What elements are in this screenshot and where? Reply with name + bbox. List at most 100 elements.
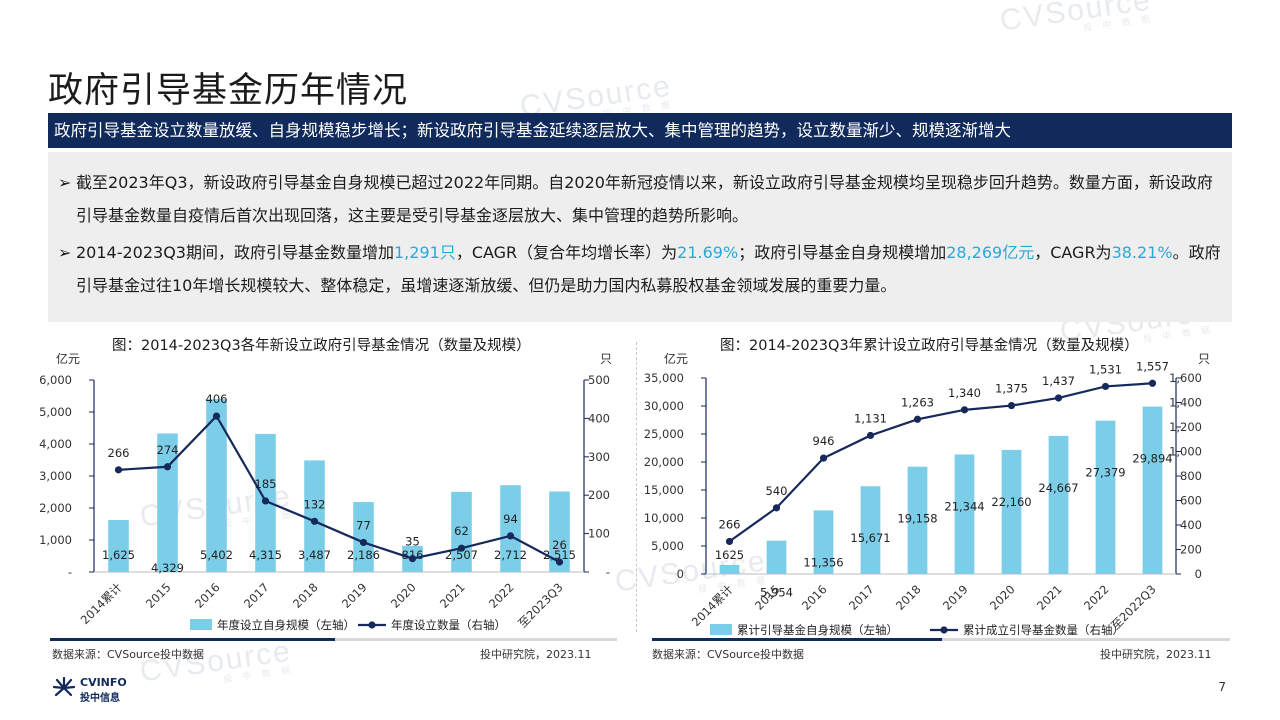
page-number: 7 xyxy=(1218,680,1226,694)
line-value-label: 1,557 xyxy=(1136,359,1169,373)
chart-divider xyxy=(636,342,637,632)
legend-line-marker xyxy=(940,626,948,634)
bar xyxy=(954,454,975,574)
footer-line-right xyxy=(652,638,1230,641)
line-point xyxy=(114,466,123,474)
bar-value-label: 1625 xyxy=(715,548,744,562)
page-title: 政府引导基金历年情况 xyxy=(48,71,409,111)
cumulative-chart: 0 5,000 10,000 15,000 20,000 25,000 30,000 35,0… xyxy=(644,359,1202,637)
line-value-label: 35 xyxy=(405,535,420,549)
bar-value-label: 2,507 xyxy=(445,548,478,562)
summary-box: ➢ 截至2023年Q3，新设政府引导基金自身规模已超过2022年同期。自2020… xyxy=(48,152,1232,322)
category-label: 2014累计 xyxy=(689,582,736,629)
right-axis-tick-label: 100 xyxy=(588,527,610,541)
bar xyxy=(1142,406,1163,574)
bar-value-label: 2,186 xyxy=(347,548,380,562)
left-axis-tick-label: - xyxy=(68,565,72,579)
category-label: 2016 xyxy=(192,580,223,611)
bar-value-label: 1,625 xyxy=(102,548,135,562)
bar xyxy=(766,540,787,574)
legend-bar-swatch xyxy=(190,619,212,630)
left-axis-tick-label: 25,000 xyxy=(644,427,684,441)
legend-bar-swatch xyxy=(710,624,732,635)
left-axis-tick-label: 2,000 xyxy=(39,501,72,515)
right-axis-tick-label: 200 xyxy=(1180,543,1202,557)
line-point xyxy=(212,412,221,420)
bar xyxy=(304,460,325,572)
right-axis-tick-label: 400 xyxy=(588,411,610,425)
bar xyxy=(500,485,521,572)
line-value-label: 62 xyxy=(454,524,469,538)
bar-value-label: 4,329 xyxy=(151,561,184,575)
line-point xyxy=(1101,382,1110,391)
bar-value-label: 21,344 xyxy=(944,499,984,513)
legend-bar-label: 年度设立自身规模（左轴） xyxy=(217,618,355,632)
data-source-left: 数据来源：CVSource投中数据 xyxy=(52,648,204,661)
bar xyxy=(206,399,227,572)
line-value-label: 185 xyxy=(255,477,277,491)
bar xyxy=(108,520,129,572)
bar xyxy=(719,564,740,574)
bar xyxy=(1048,435,1069,574)
line-series xyxy=(118,414,561,563)
summary-text-2a: 2014-2023Q3期间，政府引导基金数量增加 xyxy=(76,243,394,262)
bar-value-label: 5,402 xyxy=(200,548,233,562)
left-axis-tick-label: 6,000 xyxy=(39,373,72,387)
category-label: 至2023Q3 xyxy=(515,580,565,630)
right-axis-tick-label: 500 xyxy=(588,373,610,387)
right-axis-tick-label: 1,000 xyxy=(1169,445,1202,459)
category-label: 2020 xyxy=(388,580,419,611)
line-point xyxy=(1054,394,1063,402)
line-value-label: 77 xyxy=(356,518,371,532)
chart-title-annual: 图：2014-2023Q3各年新设立政府引导基金情况（数量及规模） xyxy=(112,338,531,354)
right-axis-tick-label: 1,400 xyxy=(1169,396,1202,410)
legend-line-label: 年度设立数量（右轴） xyxy=(391,618,506,632)
legend-line-marker xyxy=(368,621,376,629)
bar-value-label: 15,671 xyxy=(850,531,890,545)
logo-main: CVINFO xyxy=(80,676,127,689)
line-value-label: 946 xyxy=(813,434,835,448)
category-label: 2016 xyxy=(799,582,830,613)
bar xyxy=(353,502,374,572)
line-value-label: 274 xyxy=(157,443,179,457)
line-point xyxy=(359,538,368,547)
line-value-label: 540 xyxy=(766,484,788,498)
right-axis-tick-label: 0 xyxy=(1195,567,1202,581)
line-point xyxy=(1148,379,1157,387)
bar-value-label: 11,356 xyxy=(803,555,843,569)
left-axis-tick-label: 35,000 xyxy=(644,371,684,385)
bar-value-label: 24,667 xyxy=(1038,481,1078,495)
line-point xyxy=(555,558,564,566)
line-value-label: 266 xyxy=(719,517,741,531)
bar-value-label: 22,160 xyxy=(991,495,1031,509)
line-value-label: 1,340 xyxy=(948,386,981,400)
highlight-count-cagr: 21.69% xyxy=(677,243,739,262)
line-value-label: 1,131 xyxy=(854,411,887,425)
left-axis-tick-label: 1,000 xyxy=(39,533,72,547)
highlight-scale-cagr: 38.21% xyxy=(1111,243,1173,262)
right-axis-tick-label: 1,200 xyxy=(1169,420,1202,434)
line-point xyxy=(408,554,417,563)
bar xyxy=(451,491,472,572)
bar xyxy=(549,491,570,572)
left-axis-unit: 亿元 xyxy=(664,352,689,366)
bar xyxy=(1095,420,1116,574)
left-axis-tick-label: 5,000 xyxy=(651,539,684,553)
summary-text-2b: ，CAGR（复合年均增长率）为 xyxy=(455,243,678,262)
highlight-count-increase: 1,291只 xyxy=(394,243,456,262)
research-org-left: 投中研究院，2023.11 xyxy=(480,648,592,661)
bar-value-label: 5,954 xyxy=(760,586,793,600)
bar xyxy=(813,510,834,574)
line-value-label: 26 xyxy=(552,538,567,552)
right-axis-tick-label: 400 xyxy=(1180,518,1202,532)
left-axis-tick-label: 3,000 xyxy=(39,469,72,483)
line-value-label: 1,375 xyxy=(995,382,1028,396)
summary-point-1: ➢ 截至2023年Q3，新设政府引导基金自身规模已超过2022年同期。自2020… xyxy=(58,166,1222,232)
category-label: 2022 xyxy=(1081,582,1112,613)
bullet-arrow-icon: ➢ xyxy=(58,243,72,262)
line-value-label: 132 xyxy=(304,497,326,511)
line-point xyxy=(772,504,781,512)
right-axis-tick-label: 200 xyxy=(588,488,610,502)
line-value-label: 1,437 xyxy=(1042,374,1075,388)
